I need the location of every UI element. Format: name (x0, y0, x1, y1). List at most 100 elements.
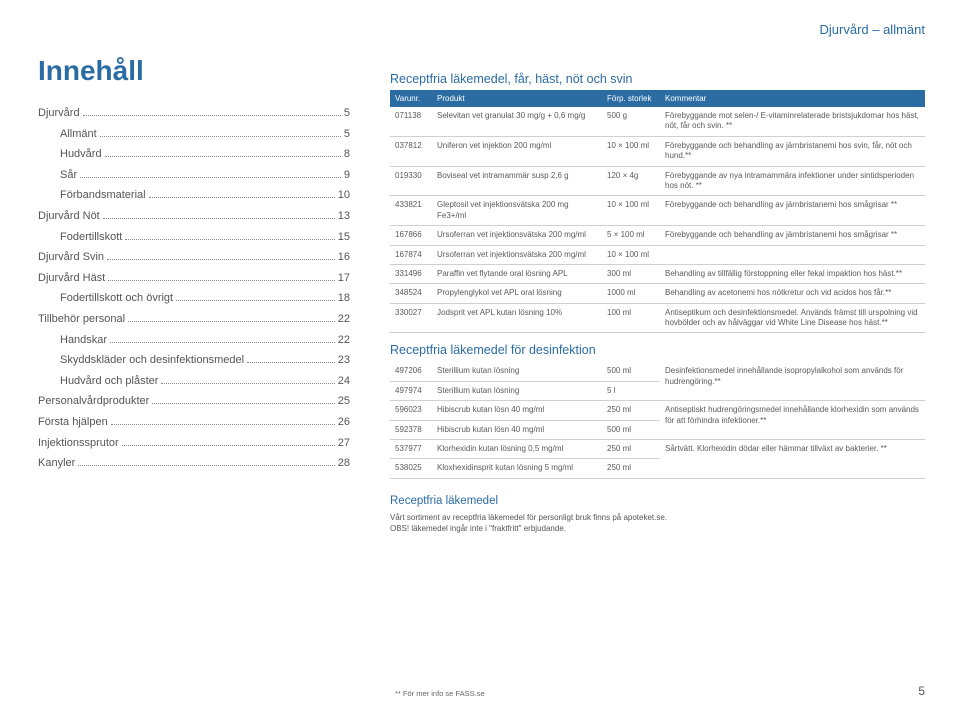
table-row: 331496Paraffin vet flytande oral lösning… (390, 264, 925, 283)
toc-label: Första hjälpen (38, 414, 108, 432)
table-cell: Klorhexidin kutan lösning 0,5 mg/ml (432, 440, 602, 459)
table-cell: Hibiscrub kutan lösn 40 mg/ml (432, 401, 602, 420)
table-row: 537977Klorhexidin kutan lösning 0,5 mg/m… (390, 440, 925, 459)
toc-page: 9 (344, 167, 350, 185)
table-row: 596023Hibiscrub kutan lösn 40 mg/ml250 m… (390, 401, 925, 420)
toc-label: Allmänt (60, 126, 97, 144)
toc-row: Djurvård5 (38, 105, 350, 123)
table-row: 071138Selevitan vet granulat 30 mg/g + 0… (390, 107, 925, 136)
toc-dots (107, 259, 335, 260)
table-cell: 497974 (390, 381, 432, 400)
table-row: 497206Sterillium kutan lösning500 mlDesi… (390, 362, 925, 381)
table-cell: Behandling av acetonemi hos nötkretur oc… (660, 284, 925, 303)
table-cell: 500 ml (602, 362, 660, 381)
table-cell: 497206 (390, 362, 432, 381)
bottom-note-line2: OBS! läkemedel ingår inte i "fraktfritt"… (390, 523, 925, 534)
toc-dots (125, 239, 334, 240)
table-cell: Boviseal vet intramammär susp 2,6 g (432, 166, 602, 196)
table-cell: Behandling av tillfällig förstoppning el… (660, 264, 925, 283)
toc-dots (111, 424, 335, 425)
table-cell: Desinfektionsmedel innehållande isopropy… (660, 362, 925, 400)
toc-row: Fodertillskott och övrigt18 (38, 290, 350, 308)
toc-label: Sår (60, 167, 77, 185)
table2: 497206Sterillium kutan lösning500 mlDesi… (390, 362, 925, 478)
toc-dots (108, 280, 335, 281)
bottom-note-line1: Vårt sortiment av receptfria läkemedel f… (390, 512, 925, 523)
table-cell: 10 × 100 ml (602, 136, 660, 166)
toc-title: Innehåll (38, 55, 350, 87)
toc-dots (103, 218, 335, 219)
table-cell: 331496 (390, 264, 432, 283)
table-cell: 250 ml (602, 459, 660, 478)
toc-row: Djurvård Nöt13 (38, 208, 350, 226)
table-cell: 5 l (602, 381, 660, 400)
breadcrumb: Djurvård – allmänt (390, 22, 925, 37)
toc-dots (80, 177, 341, 178)
table-cell: 5 × 100 ml (602, 226, 660, 245)
toc-label: Förbandsmaterial (60, 187, 146, 205)
table-row: 330027Jodsprit vet APL kutan lösning 10%… (390, 303, 925, 333)
toc-row: Handskar 22 (38, 332, 350, 350)
table-cell: 348524 (390, 284, 432, 303)
toc-page: 24 (338, 373, 350, 391)
toc-page: 5 (344, 126, 350, 144)
table1-heading: Receptfria läkemedel, får, häst, nöt och… (390, 72, 925, 86)
table-cell: 1000 ml (602, 284, 660, 303)
toc-dots (176, 300, 335, 301)
table-cell: 537977 (390, 440, 432, 459)
toc-dots (100, 136, 341, 137)
bottom-note-title: Receptfria läkemedel (390, 493, 925, 509)
table-cell: 500 g (602, 107, 660, 136)
toc-label: Tillbehör personal (38, 311, 125, 329)
toc-page: 23 (338, 352, 350, 370)
table-cell: Uniferon vet injektion 200 mg/ml (432, 136, 602, 166)
table-cell: Kloxhexidinsprit kutan lösning 5 mg/ml (432, 459, 602, 478)
toc-label: Djurvård Svin (38, 249, 104, 267)
table-cell: 120 × 4g (602, 166, 660, 196)
table-cell: 071138 (390, 107, 432, 136)
toc-row: Djurvård Svin16 (38, 249, 350, 267)
toc-list: Djurvård5Allmänt5Hudvård8Sår9Förbandsmat… (38, 105, 350, 473)
toc-page: 8 (344, 146, 350, 164)
table-cell: 330027 (390, 303, 432, 333)
table-cell: Sterillium kutan lösning (432, 381, 602, 400)
table-cell: 10 × 100 ml (602, 196, 660, 226)
table-cell: Sterillium kutan lösning (432, 362, 602, 381)
th-produkt: Produkt (432, 90, 602, 107)
table-cell: Ursoferran vet injektionsvätska 200 mg/m… (432, 245, 602, 264)
toc-row: Injektionssprutor27 (38, 435, 350, 453)
toc-row: Kanyler 28 (38, 455, 350, 473)
table-cell: Selevitan vet granulat 30 mg/g + 0,6 mg/… (432, 107, 602, 136)
table-row: 167866Ursoferran vet injektionsvätska 20… (390, 226, 925, 245)
toc-row: Fodertillskott15 (38, 229, 350, 247)
toc-page: 17 (338, 270, 350, 288)
toc-dots (122, 445, 335, 446)
toc-row: Djurvård Häst17 (38, 270, 350, 288)
toc-row: Förbandsmaterial10 (38, 187, 350, 205)
toc-page: 22 (338, 332, 350, 350)
table-cell: 10 × 100 ml (602, 245, 660, 264)
table-cell: Propylenglykol vet APL oral lösning (432, 284, 602, 303)
table-cell: 433821 (390, 196, 432, 226)
toc-label: Kanyler (38, 455, 75, 473)
toc-row: Första hjälpen26 (38, 414, 350, 432)
toc-row: Sår 9 (38, 167, 350, 185)
footnote: ** För mer info se FASS.se (395, 689, 485, 698)
table-cell: Ursoferran vet injektionsvätska 200 mg/m… (432, 226, 602, 245)
toc-page: 28 (338, 455, 350, 473)
toc-label: Handskar (60, 332, 107, 350)
table-row: 019330Boviseal vet intramammär susp 2,6 … (390, 166, 925, 196)
toc-page: 25 (338, 393, 350, 411)
table-cell: 037812 (390, 136, 432, 166)
toc-row: Personalvårdprodukter25 (38, 393, 350, 411)
th-kommentar: Kommentar (660, 90, 925, 107)
table-cell: Förebyggande och behandling av järnbrist… (660, 136, 925, 166)
toc-row: Hudvård och plåster24 (38, 373, 350, 391)
table-cell: 592378 (390, 420, 432, 439)
page-number: 5 (918, 684, 925, 698)
toc-label: Djurvård Nöt (38, 208, 100, 226)
table-cell: 167866 (390, 226, 432, 245)
table-cell: Förebyggande och behandling av järnbrist… (660, 226, 925, 245)
table-row: 433821Gleptosil vet injektionsvätska 200… (390, 196, 925, 226)
table-cell: Förebyggande mot selen-/ E-vitaminrelate… (660, 107, 925, 136)
